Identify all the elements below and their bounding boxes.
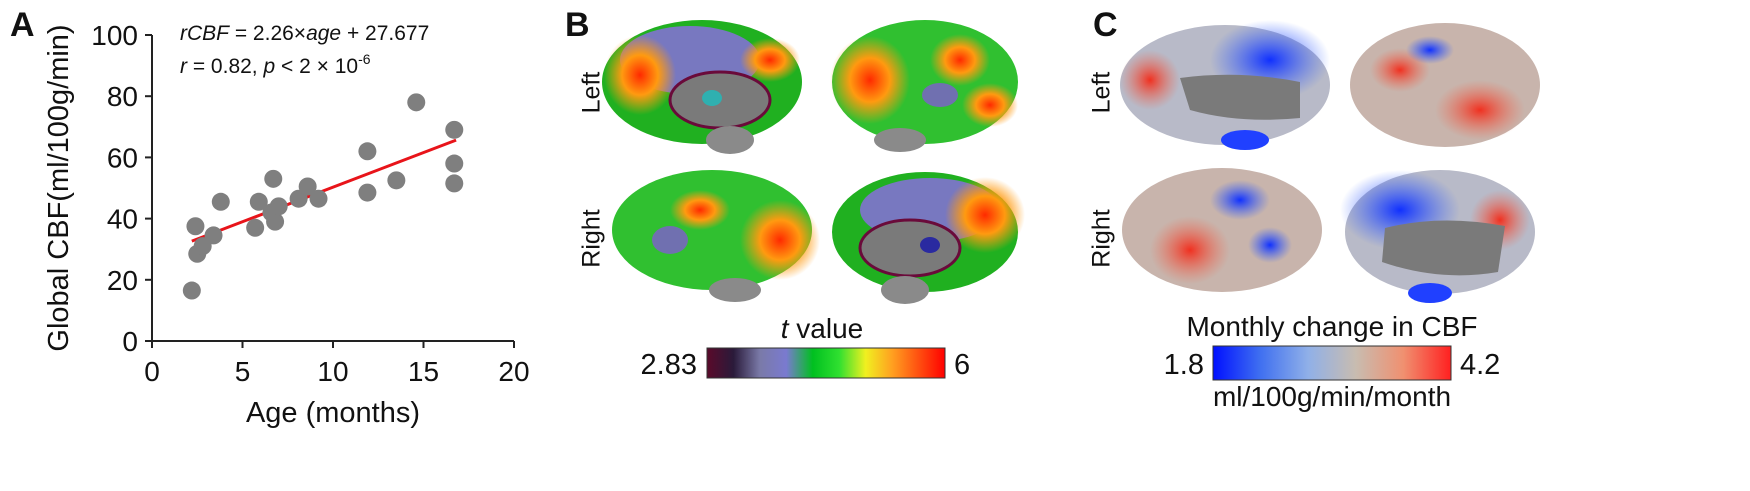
y-tick-label: 60 [107, 142, 138, 173]
data-point [182, 281, 201, 300]
y-tick-label: 80 [107, 81, 138, 112]
panel-letter-c: C [1093, 6, 1118, 44]
x-tick-label: 15 [408, 356, 439, 387]
x-axis-label: Age (months) [246, 397, 420, 429]
brain-left-lateral-c [1350, 23, 1540, 147]
y-tick-label: 0 [122, 326, 138, 357]
data-point [269, 197, 288, 216]
data-point [264, 169, 283, 188]
brain-right-lateral-c [1122, 168, 1322, 292]
panel-letter-b: B [565, 6, 590, 44]
x-tick-label: 20 [498, 356, 529, 387]
x-tick-label: 5 [235, 356, 251, 387]
row-label-c-right: Right [1087, 209, 1116, 268]
colorbar-c-max: 4.2 [1460, 349, 1500, 381]
y-axis-label: Global CBF(ml/100g/min) [43, 24, 75, 351]
data-point [309, 189, 328, 208]
row-label-b-right: Right [577, 209, 606, 268]
data-point [186, 217, 205, 236]
regression-equation: rCBF = 2.26×age + 27.677 [180, 22, 429, 45]
brain-left-medial-c [1120, 20, 1330, 150]
y-tick-label: 40 [107, 204, 138, 235]
data-point [358, 142, 377, 161]
brain-left-medial-b [602, 20, 802, 154]
colorbar-c-unit: ml/100g/min/month [1213, 381, 1451, 412]
data-point [445, 120, 464, 139]
colorbar-b-title: t value [781, 313, 864, 344]
brain-right-lateral-b [612, 170, 820, 302]
data-point [445, 174, 464, 193]
data-point [445, 154, 464, 173]
regression-line [191, 138, 457, 243]
colorbar-b-min: 2.83 [641, 349, 697, 381]
y-tick-label: 100 [91, 20, 138, 51]
brain-left-lateral-b [830, 20, 1018, 152]
correlation-stats: r = 0.82, p < 2 × 10-6 [180, 51, 371, 78]
colorbar-c [1212, 345, 1452, 381]
y-tick-label: 20 [107, 265, 138, 296]
data-point [407, 93, 426, 112]
data-point [387, 171, 406, 190]
row-label-c-left: Left [1087, 71, 1116, 114]
data-point [249, 192, 268, 211]
data-point [204, 226, 223, 245]
data-point [266, 212, 285, 231]
colorbar-c-min: 1.8 [1164, 349, 1204, 381]
brain-right-medial-c [1340, 170, 1535, 303]
colorbar-b [706, 347, 946, 379]
colorbar-b-max: 6 [954, 349, 970, 381]
row-label-b-left: Left [577, 71, 606, 114]
colorbar-c-title: Monthly change in CBF [1186, 311, 1477, 342]
panel-letter-a: A [10, 6, 35, 44]
x-tick-label: 0 [144, 356, 160, 387]
data-point [358, 183, 377, 202]
data-point [298, 177, 317, 196]
x-tick-label: 10 [317, 356, 348, 387]
data-point [211, 192, 230, 211]
brain-right-medial-b [832, 172, 1025, 304]
data-point [246, 218, 265, 237]
